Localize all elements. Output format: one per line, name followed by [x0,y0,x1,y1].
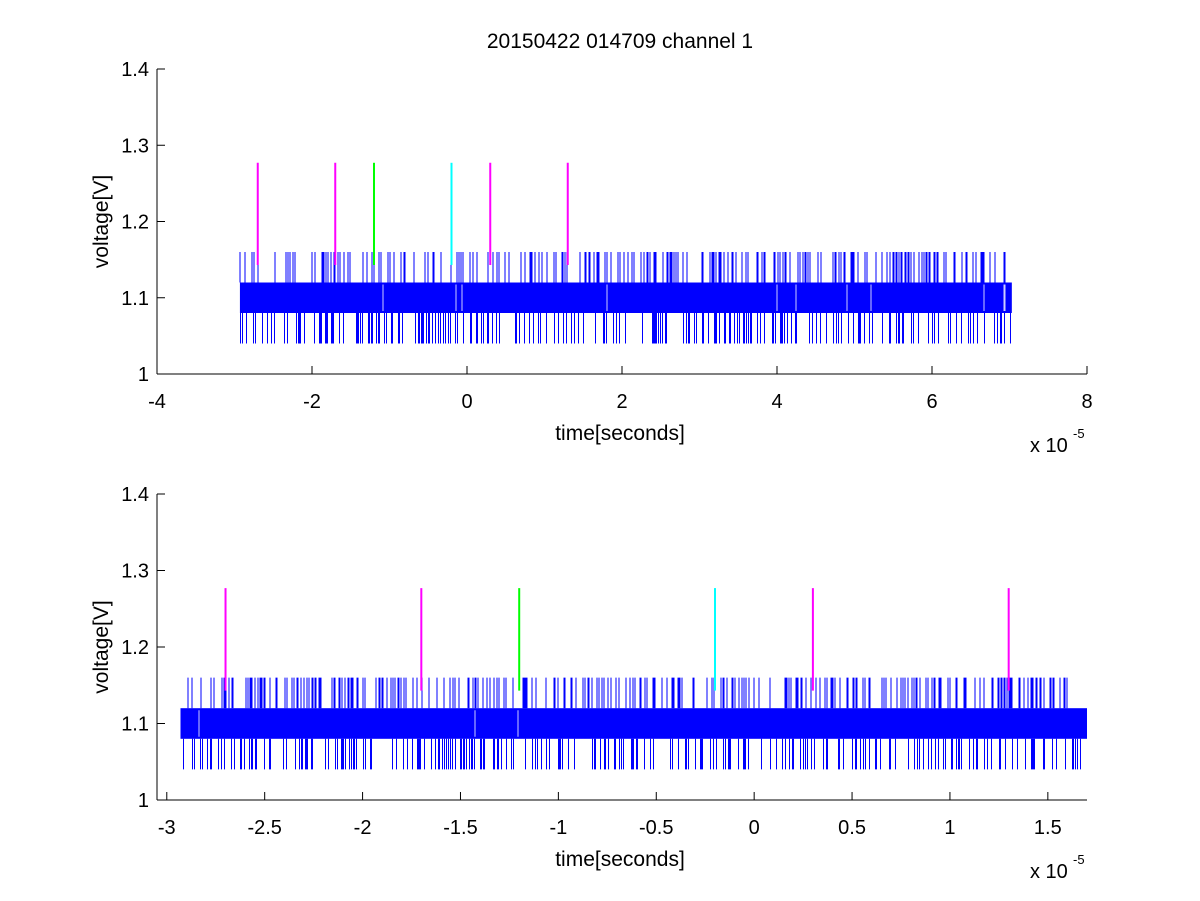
x-multiplier-exponent: -5 [1073,426,1085,441]
y-tick-label: 1.1 [121,714,149,736]
signal-band [239,282,1012,313]
x-tick-label: -4 [148,391,166,413]
x-axis-label: time[seconds] [555,848,685,871]
x-tick-label: 6 [926,391,937,413]
x-tick-label: 0.5 [838,817,866,839]
y-tick-label: 1.4 [121,484,149,506]
x-tick-label: 8 [1081,391,1092,413]
signal-series [180,677,1087,770]
signal-texture [198,710,519,737]
x-tick-label: -3 [158,817,176,839]
y-tick-label: 1.3 [121,561,149,583]
y-tick-label: 1 [138,790,149,812]
y-tick-label: 1.2 [121,212,149,234]
chart-title: 20150422 014709 channel 1 [487,30,753,53]
y-tick-label: 1 [138,364,149,386]
y-tick-label: 1.4 [121,59,149,81]
x-tick-label: -2 [354,817,372,839]
y-axis-label: voltage[V] [90,175,113,268]
y-axis-label: voltage[V] [90,600,113,693]
x-axis-label: time[seconds] [555,422,685,445]
x-tick-label: -1 [549,817,567,839]
y-tick-label: 1.2 [121,637,149,659]
top-subplot: 1 1.1 1.2 1.3 1.4 -4 -2 0 2 4 6 8 time[seconds] volta… [90,59,1093,457]
x-tick-label: 2 [616,391,627,413]
x-tick-label: -0.5 [639,817,673,839]
y-tick-label: 1.1 [121,288,149,310]
x-tick-label: -2 [303,391,321,413]
x-multiplier-base: x 10 [1030,435,1068,457]
x-multiplier-base: x 10 [1030,861,1068,883]
signal-band [180,708,1087,739]
x-tick-label: 1.5 [1034,817,1062,839]
x-multiplier-exponent: -5 [1073,852,1085,867]
y-tick-label: 1.3 [121,135,149,157]
x-tick-label: 0 [461,391,472,413]
bottom-subplot: 1 1.1 1.2 1.3 1.4 -3 -2.5 -2 -1.5 -1 -0.5 0 0.5 1 1.5 t… [90,484,1087,883]
x-tick-label: 4 [771,391,782,413]
signal-series [239,252,1012,344]
x-tick-label: 1 [944,817,955,839]
x-tick-label: -1.5 [443,817,477,839]
signal-spikes [183,677,1081,770]
x-tick-label: 0 [749,817,760,839]
signal-spikes [239,252,1011,344]
signal-texture [382,284,1006,311]
x-tick-label: -2.5 [247,817,281,839]
